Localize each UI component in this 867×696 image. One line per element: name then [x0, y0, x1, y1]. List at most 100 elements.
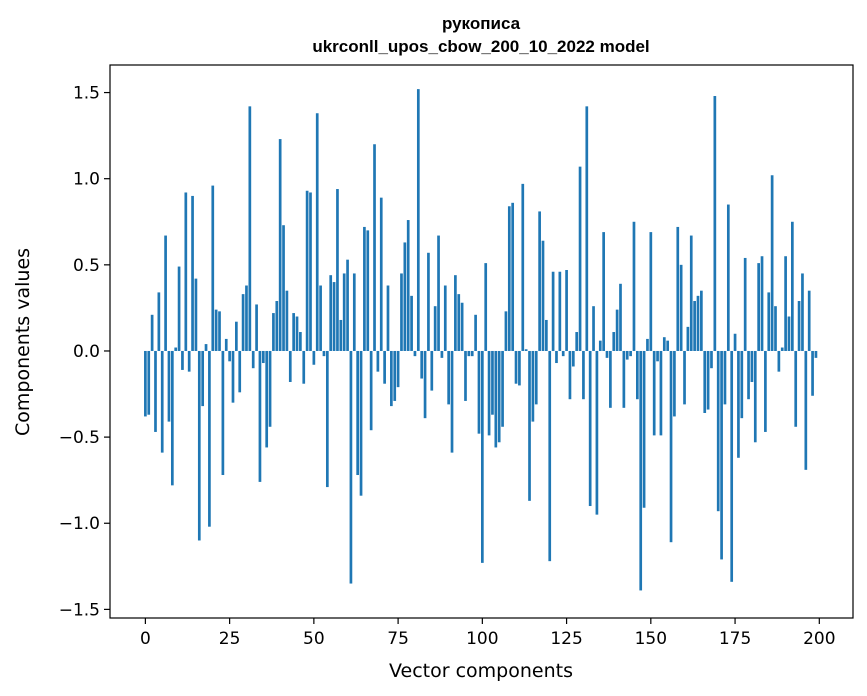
bar [201, 350, 205, 407]
bar [558, 271, 562, 351]
bar [356, 350, 360, 476]
bar [733, 333, 737, 351]
bar [662, 337, 666, 351]
bar [487, 350, 491, 436]
bar [336, 189, 339, 351]
bar [221, 350, 225, 476]
bar [646, 338, 649, 351]
bar [329, 275, 333, 351]
x-tick-label: 100 [466, 629, 498, 649]
bar [568, 350, 572, 400]
bar [635, 350, 639, 400]
bar [359, 350, 363, 496]
bar [585, 106, 589, 351]
bar [251, 350, 255, 369]
bar [582, 350, 585, 400]
bar [218, 311, 221, 351]
bar [285, 290, 289, 351]
bar [470, 350, 474, 357]
bar [373, 144, 376, 351]
bar [598, 340, 602, 351]
bar [454, 275, 457, 351]
bar [224, 338, 228, 351]
y-axis-label: Components values [12, 248, 34, 436]
bar [659, 350, 663, 436]
bar [258, 350, 262, 482]
bar [366, 230, 370, 351]
bar [480, 350, 484, 563]
bars-group [144, 89, 818, 591]
bar [322, 350, 326, 357]
bar [632, 221, 636, 351]
bar [312, 350, 316, 365]
x-tick-label: 75 [387, 629, 409, 649]
bar [726, 204, 730, 351]
bar [804, 350, 808, 470]
bar [551, 271, 555, 351]
bar [548, 350, 552, 562]
bar [622, 350, 626, 408]
bar [194, 278, 198, 351]
y-tick-label: −0.5 [59, 428, 100, 448]
bar [673, 350, 676, 417]
y-tick-label: −1.5 [59, 600, 100, 620]
x-tick-label: 125 [550, 629, 582, 649]
y-tick-label: 1.5 [73, 84, 100, 104]
bar [167, 350, 171, 422]
bar [204, 344, 208, 351]
bar [170, 350, 174, 486]
bar [423, 350, 427, 419]
bar [760, 256, 764, 351]
bar [514, 350, 518, 384]
bar [521, 183, 525, 351]
bar [450, 350, 454, 453]
bar [275, 301, 279, 351]
chart-title-line2: ukrconll_upos_cbow_200_10_2022 model [312, 37, 649, 56]
bar [154, 350, 157, 432]
bar [325, 350, 329, 488]
bar [265, 350, 269, 448]
bar [545, 319, 548, 351]
bar [437, 235, 440, 351]
bar [187, 350, 191, 372]
bar [440, 350, 444, 358]
y-axis-ticks: −1.5 −1.0 −0.5 0.0 0.5 1.0 1.5 [59, 84, 110, 620]
bar [305, 190, 309, 351]
bar [197, 350, 201, 541]
bar [319, 285, 322, 351]
bar [511, 202, 515, 351]
bar [416, 89, 420, 351]
bar [467, 350, 471, 357]
bar [780, 347, 784, 351]
bar [790, 221, 794, 351]
bar [447, 350, 450, 405]
bar [386, 285, 390, 351]
bar [174, 347, 178, 351]
bar [686, 326, 690, 351]
bar [807, 290, 811, 351]
bar [716, 350, 720, 512]
bar [764, 350, 767, 432]
bar [497, 350, 501, 443]
bar [750, 350, 754, 382]
bar [774, 306, 777, 351]
bar [777, 350, 781, 372]
bar [501, 350, 504, 427]
bar [278, 139, 282, 351]
bar [737, 350, 740, 458]
x-tick-label: 150 [635, 629, 667, 649]
bar [770, 175, 774, 351]
bar [531, 350, 535, 422]
bar [400, 273, 403, 351]
bar [302, 350, 306, 384]
bar [272, 313, 275, 351]
bar [730, 350, 734, 582]
bar [787, 316, 791, 351]
bar [720, 350, 723, 560]
bar [615, 309, 619, 351]
bar [248, 106, 252, 351]
bar [241, 294, 245, 351]
bar [534, 350, 538, 405]
bar [491, 350, 494, 415]
